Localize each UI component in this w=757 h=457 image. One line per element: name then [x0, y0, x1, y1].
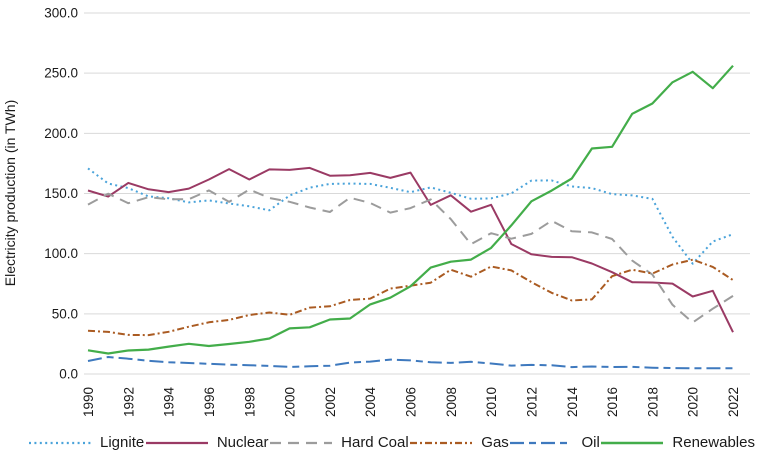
series-line-renewables [87, 64, 734, 355]
legend-label-hard-coal: Hard Coal [341, 434, 409, 451]
chart-legend: Lignite Nuclear Hard Coal Gas Oil Renewables [28, 434, 757, 451]
y-tick-label: 300.0 [44, 6, 78, 21]
y-tick-label: 50.0 [52, 306, 78, 321]
y-tick-label: 100.0 [44, 246, 78, 261]
plot-area: Electricity production (in TWh) 0.0 50.0 1… [2, 6, 750, 417]
legend-label-lignite: Lignite [100, 434, 145, 451]
y-tick-label: 200.0 [44, 126, 78, 141]
x-tick-labels: 1990 1992 1994 1996 1998 2000 2002 2004 2006 2008… [81, 386, 741, 417]
legend-label-nuclear: Nuclear [216, 434, 269, 451]
legend-item-nuclear: Nuclear [145, 434, 269, 451]
gridlines-group [84, 12, 750, 375]
legend-swatch-lignite [29, 441, 91, 444]
legend-swatch-gas [410, 441, 473, 444]
legend-item-oil: Oil [509, 434, 600, 451]
y-axis-title: Electricity production (in TWh) [2, 100, 18, 286]
y-tick-labels: 0.0 50.0 100.0 150.0 200.0 250.0 300.0 [44, 6, 78, 382]
x-tick-label: 1994 [162, 386, 177, 417]
series-line-hard-coal [87, 188, 734, 324]
legend-label-oil: Oil [581, 434, 600, 451]
legend-swatch-hard-coal [270, 441, 333, 444]
legend-swatch-renewables [601, 441, 664, 444]
x-tick-label: 2006 [404, 387, 419, 417]
series-lines-group [87, 64, 734, 370]
legend-label-renewables: Renewables [672, 434, 755, 451]
legend-swatch-nuclear [145, 441, 208, 444]
x-tick-label: 1998 [242, 387, 257, 417]
x-tick-label: 2018 [645, 387, 660, 417]
x-tick-label: 2008 [444, 387, 459, 417]
y-tick-label: 0.0 [59, 367, 78, 382]
x-tick-label: 2012 [524, 387, 539, 417]
legend-item-renewables: Renewables [600, 434, 755, 451]
legend-swatch-oil [510, 441, 573, 444]
x-tick-label: 2004 [363, 386, 378, 417]
legend-item-hard-coal: Hard Coal [269, 434, 409, 451]
x-tick-label: 2002 [323, 387, 338, 417]
legend-label-gas: Gas [481, 434, 509, 451]
x-tick-label: 1996 [202, 387, 217, 417]
y-tick-label: 150.0 [44, 186, 78, 201]
x-tick-label: 2000 [283, 387, 298, 417]
x-tick-label: 1990 [81, 387, 96, 417]
legend-item-gas: Gas [409, 434, 509, 451]
series-line-oil [87, 356, 733, 370]
x-tick-label: 2014 [565, 386, 580, 417]
series-line-nuclear [87, 166, 734, 333]
series-line-lignite [87, 167, 734, 265]
x-tick-label: 2016 [605, 387, 620, 417]
x-tick-label: 1992 [121, 387, 136, 417]
series-line-gas [87, 258, 734, 337]
x-tick-label: 2022 [726, 387, 741, 417]
legend-item-lignite: Lignite [28, 434, 144, 451]
x-tick-label: 2020 [686, 387, 701, 417]
x-tick-label: 2010 [484, 387, 499, 417]
y-tick-label: 250.0 [44, 66, 78, 81]
